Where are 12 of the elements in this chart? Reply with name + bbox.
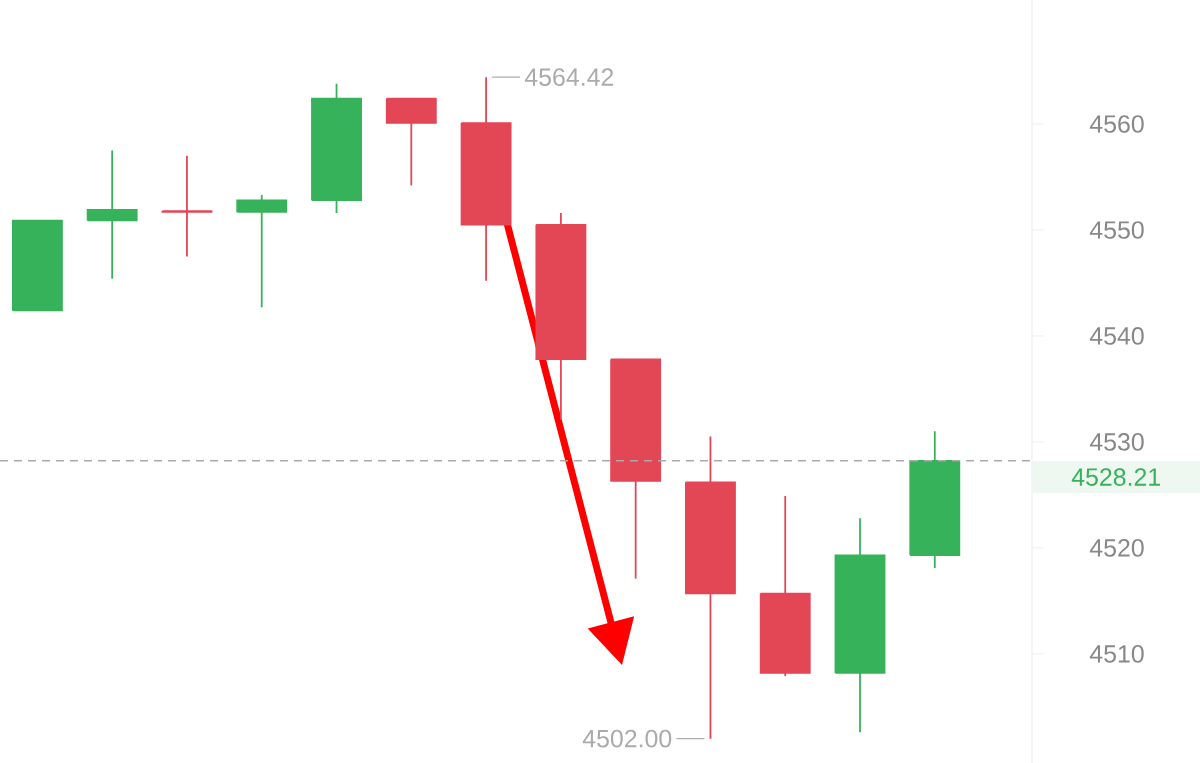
y-tick-label: 4530: [1089, 433, 1144, 451]
y-tick-label: 4560: [1089, 115, 1144, 133]
y-tick-label: 4540: [1089, 327, 1144, 345]
y-tick-label: 4550: [1089, 221, 1144, 239]
candlestick: [161, 154, 213, 258]
y-tick-label: 4510: [1089, 645, 1144, 663]
candlestick: [236, 194, 288, 309]
candlestick: [86, 149, 138, 280]
annotation: 4502.00: [582, 729, 672, 748]
annotation: 4564.42: [524, 68, 614, 86]
ref-line-label: 4528.21: [1071, 468, 1160, 486]
y-tick-label: 4520: [1089, 539, 1144, 557]
